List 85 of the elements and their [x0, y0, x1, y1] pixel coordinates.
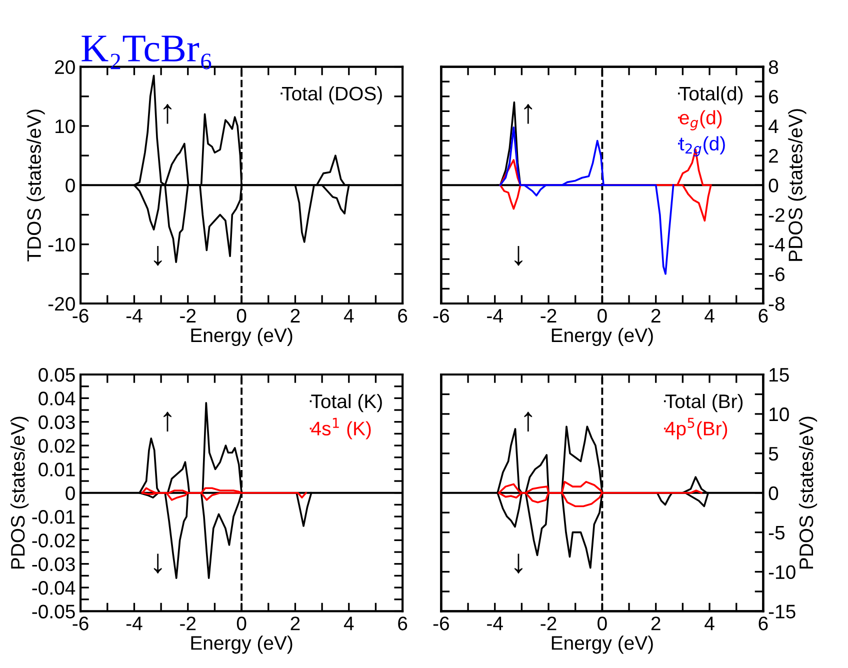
y-tick-label: -0.05	[32, 604, 75, 618]
annotation: ↓	[154, 554, 162, 574]
legend-label: Total (K)	[311, 394, 382, 412]
y-tick-label: -20	[48, 296, 75, 311]
x-axis-title: Energy (eV)	[191, 636, 292, 654]
y2-tick-label: 15	[770, 368, 789, 382]
y-axis-title: PDOS (states/eV)	[10, 416, 29, 569]
y-tick-label: 0	[66, 486, 75, 500]
x-tick-label: -2	[540, 616, 556, 630]
x-tick-label: 0	[236, 308, 246, 323]
y-tick-label: 0.02	[38, 438, 75, 453]
x-axis-title: Energy (eV)	[191, 328, 292, 346]
x-tick-label: -2	[540, 308, 556, 322]
y-axis-title: TDOS (states/eV)	[26, 110, 45, 262]
x-axis-title: Energy (eV)	[552, 636, 653, 654]
y2-tick-label: 6	[769, 90, 778, 104]
y2-tick-label: -10	[768, 565, 796, 580]
annotation: ↓	[514, 246, 522, 266]
y-tick-label: -0.02	[32, 534, 75, 548]
x-tick-label: 2	[651, 308, 660, 322]
x-tick-label: -6	[433, 616, 449, 630]
x-tick-label: -2	[180, 308, 196, 322]
y-tick-label: -0.04	[32, 581, 76, 595]
y2-tick-label: -15	[768, 604, 796, 618]
y2-tick-label: 0	[768, 486, 778, 500]
x-tick-label: -2	[180, 616, 196, 630]
annotation: ↓	[514, 554, 522, 574]
y2-tick-label: 2	[769, 149, 778, 163]
y2-axis-title: PDOS (states/eV)	[788, 109, 806, 261]
legend-label: 4p$^{5}$(Br)	[665, 418, 728, 440]
y-tick-label: 0.04	[38, 392, 76, 406]
x-tick-label: 2	[651, 616, 660, 630]
chart-title: K₂TcBr₆	[82, 36, 212, 70]
y-tick-label: 0.03	[38, 415, 75, 430]
y2-tick-label: -8	[768, 296, 785, 311]
x-tick-label: -6	[433, 308, 449, 323]
y2-tick-label: 4	[768, 120, 778, 134]
x-tick-label: 6	[758, 616, 768, 630]
x-tick-label: -6	[72, 308, 88, 323]
x-tick-label: 0	[598, 616, 607, 630]
y-tick-label: 0	[66, 178, 75, 192]
y-tick-label: 0.05	[38, 368, 75, 382]
y2-tick-label: 0	[768, 178, 778, 192]
y-tick-label: 0.01	[38, 462, 75, 476]
y2-axis-title: PDOS (states/eV)	[798, 416, 818, 569]
x-tick-label: 6	[398, 308, 408, 323]
x-tick-label: -4	[126, 616, 142, 630]
y2-tick-label: 10	[770, 407, 789, 422]
annotation: ↑	[524, 412, 532, 432]
x-tick-label: 6	[758, 308, 768, 323]
x-tick-label: -6	[72, 616, 88, 630]
x-tick-label: -4	[487, 309, 503, 322]
y2-tick-label: 8	[768, 60, 778, 74]
annotation: ↓	[154, 246, 162, 266]
x-tick-label: 4	[704, 309, 714, 322]
annotation: ↑	[524, 104, 532, 124]
legend-label: Total (Br)	[665, 394, 743, 412]
y-tick-label: -0.03	[32, 557, 75, 572]
x-tick-label: -4	[487, 616, 503, 630]
x-axis-title: Energy (eV)	[552, 328, 653, 346]
legend-label: Total (DOS)	[282, 86, 382, 104]
x-tick-label: 4	[344, 309, 354, 322]
annotation: ↑	[164, 412, 172, 432]
x-tick-label: 0	[598, 308, 607, 323]
y-tick-label: -10	[48, 238, 75, 252]
x-tick-label: 6	[398, 616, 408, 630]
y-tick-label: 20	[55, 60, 75, 74]
y2-tick-label: -2	[768, 208, 784, 222]
y-tick-label: 10	[56, 119, 75, 134]
y-tick-label: -0.01	[32, 510, 75, 524]
x-tick-label: 0	[236, 616, 246, 630]
y2-tick-label: 5	[768, 447, 778, 461]
annotation: ↑	[164, 104, 172, 124]
x-tick-label: 4	[344, 616, 354, 630]
y2-tick-label: -4	[768, 238, 785, 252]
y2-tick-label: -6	[768, 267, 784, 282]
legend-label: 4s$^{1}$ (K)	[311, 418, 371, 440]
legend-label: e$_{g}$(d)	[680, 110, 722, 130]
x-tick-label: 2	[290, 308, 300, 322]
x-tick-label: 4	[704, 616, 714, 630]
legend-label: t$_{2g}$(d)	[679, 136, 725, 156]
x-tick-label: 2	[290, 616, 300, 630]
y2-tick-label: -5	[768, 526, 785, 540]
x-tick-label: -4	[126, 309, 142, 322]
legend-label: Total(d)	[679, 86, 743, 104]
